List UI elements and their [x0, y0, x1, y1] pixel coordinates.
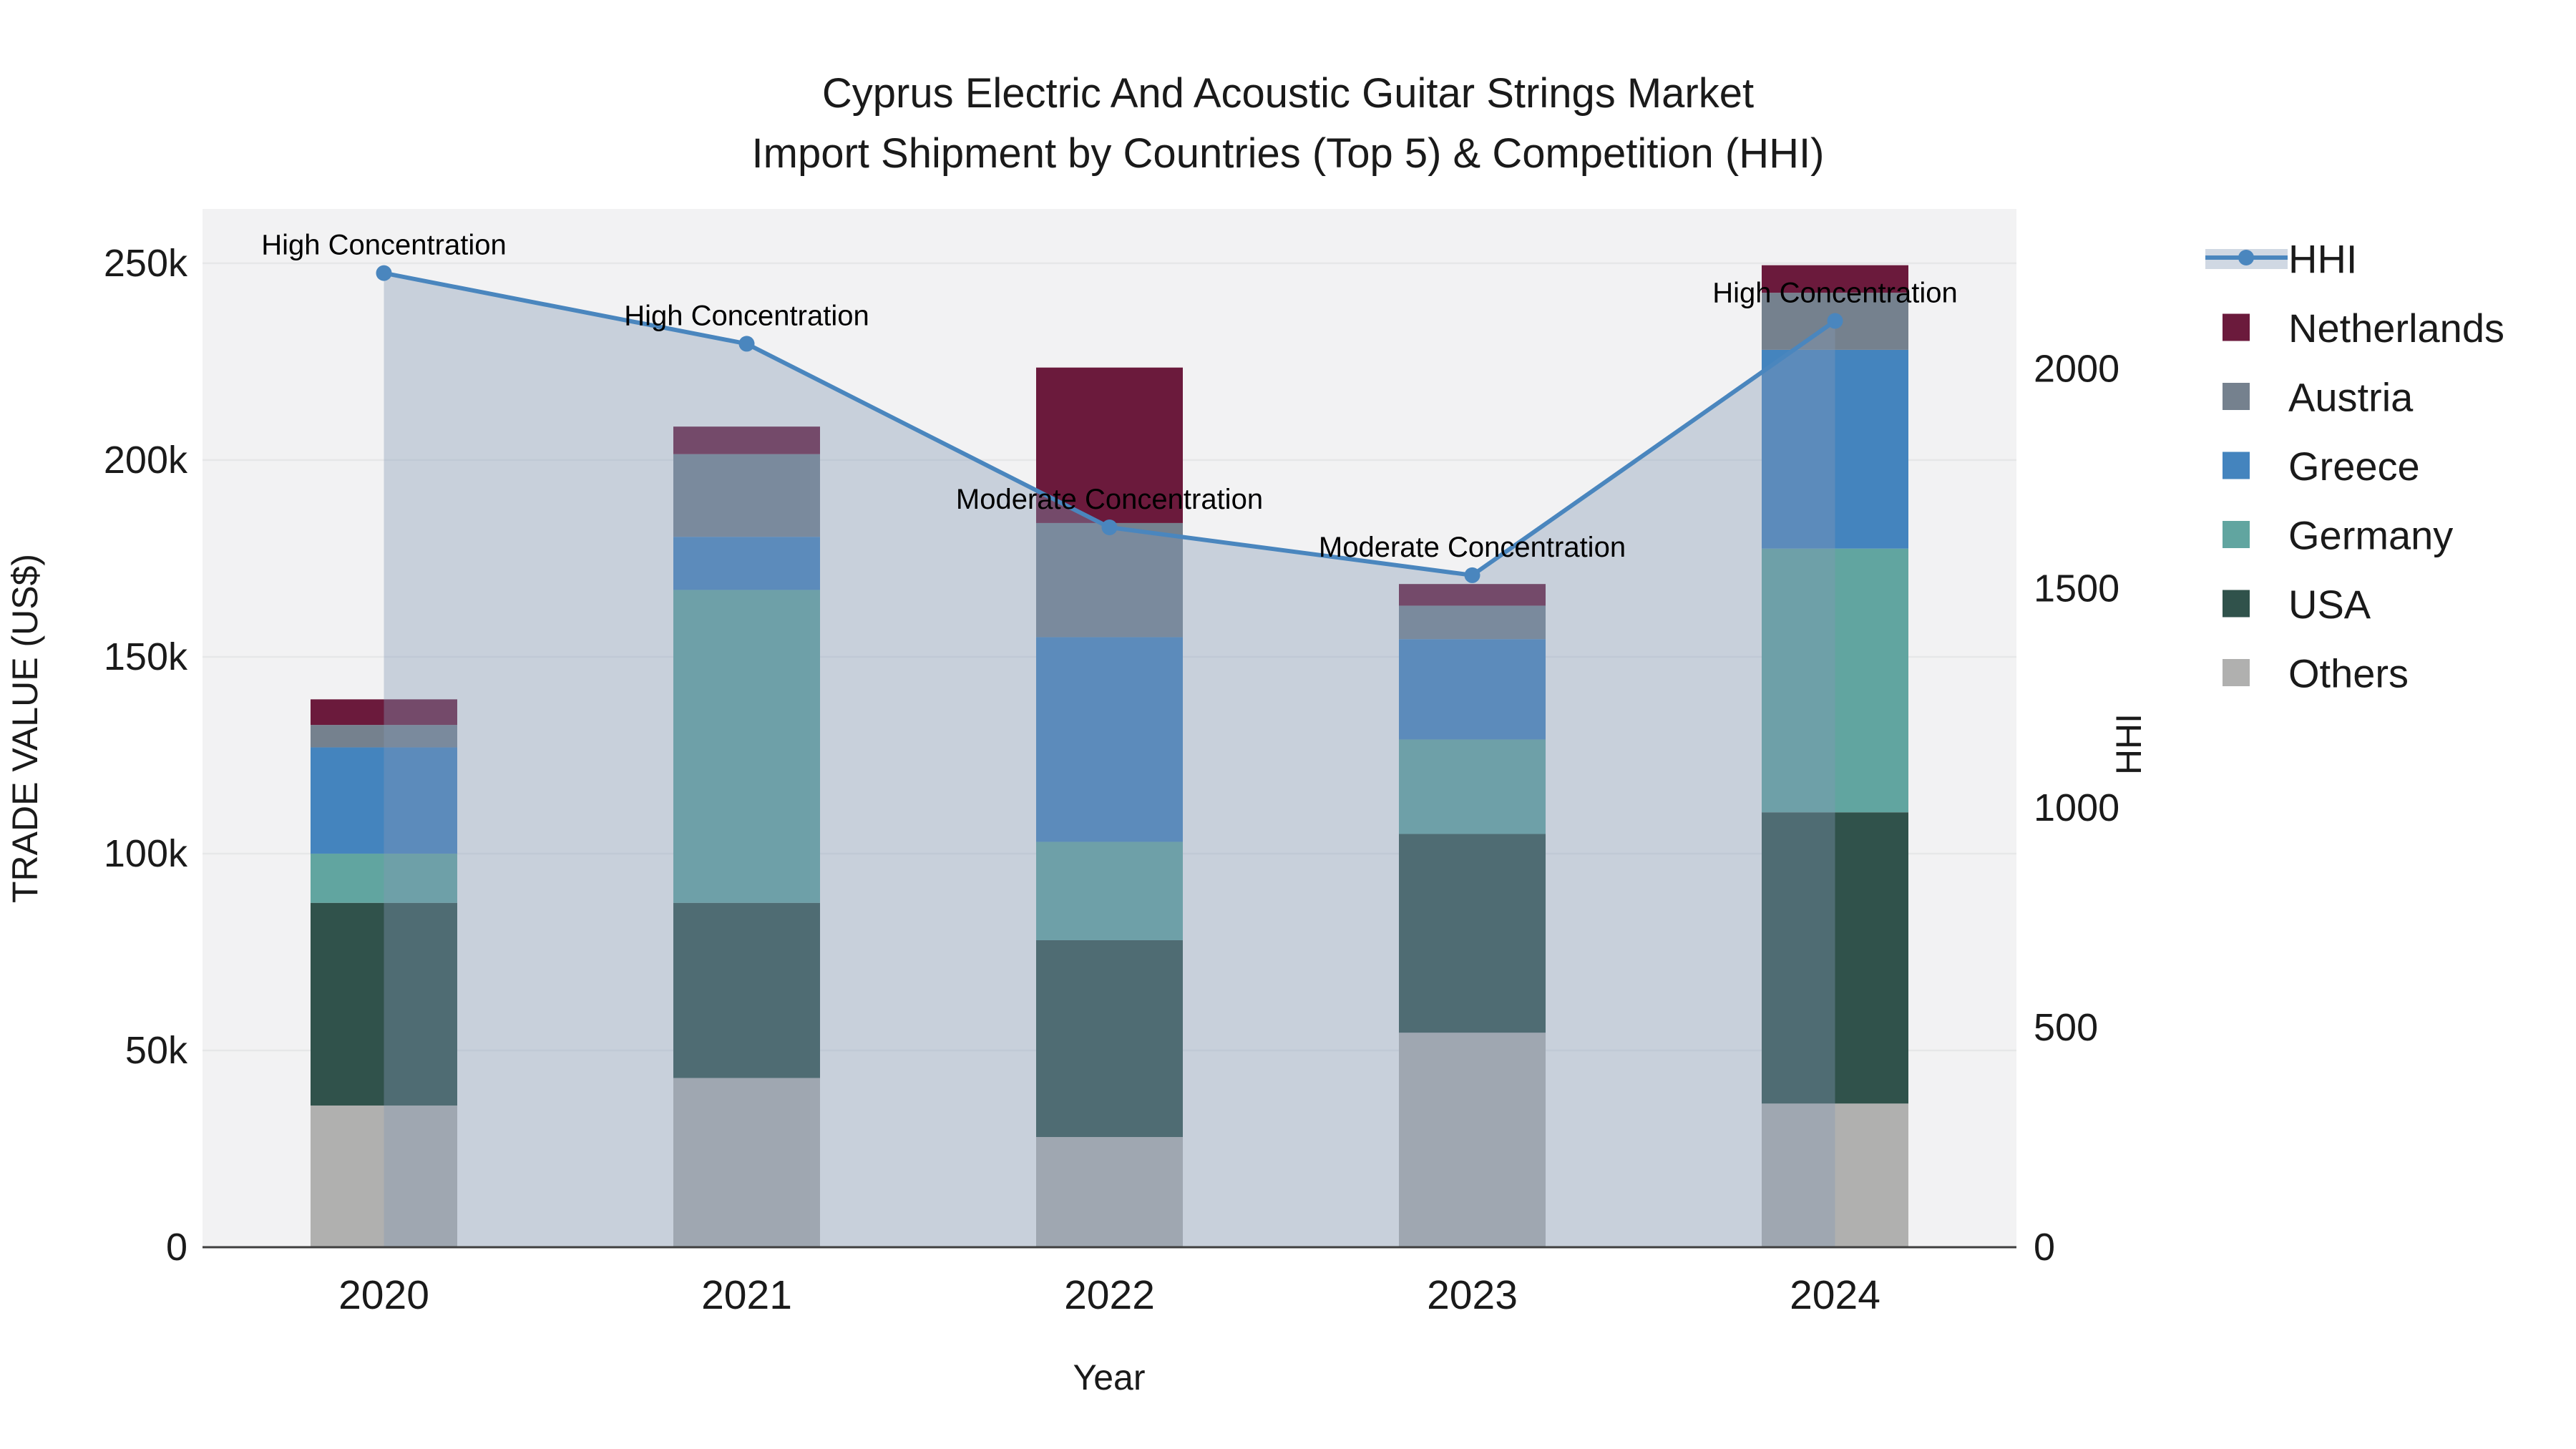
hhi-point-2024[interactable] [1827, 313, 1843, 329]
legend-swatch-germany [2223, 521, 2250, 548]
bar-segment-germany-2024[interactable] [1762, 548, 1908, 813]
legend-swatch-netherlands [2223, 313, 2250, 341]
y-right-tick-2000: 2000 [2034, 347, 2119, 390]
annotation-2020: High Concentration [261, 230, 506, 261]
legend-label-germany: Germany [2288, 513, 2453, 558]
bar-segment-germany-2022[interactable] [1036, 841, 1183, 940]
x-tick-2024: 2024 [1790, 1272, 1880, 1318]
hhi-line-layer [376, 265, 1843, 583]
chart-title-line1: Cyprus Electric And Acoustic Guitar Stri… [822, 70, 1754, 117]
legend-item-others[interactable]: Others [2223, 651, 2409, 696]
bar-segment-greece-2020[interactable] [311, 747, 457, 854]
legend-swatch-greece [2223, 452, 2250, 479]
legend-label-others: Others [2288, 651, 2409, 696]
y-axis-right-title: HHI [2109, 713, 2149, 775]
x-tick-2023: 2023 [1427, 1272, 1518, 1318]
y-right-tick-1500: 1500 [2034, 567, 2119, 610]
legend-item-germany[interactable]: Germany [2223, 513, 2453, 558]
bar-segment-usa-2024[interactable] [1762, 812, 1908, 1104]
hhi-area-fill [384, 273, 1835, 1247]
hhi-point-2023[interactable] [1464, 567, 1480, 583]
annotation-2021: High Concentration [624, 300, 869, 331]
x-tick-2020: 2020 [338, 1272, 429, 1318]
hhi-area-layer [384, 273, 1835, 1247]
bar-segment-others-2021[interactable] [673, 1078, 820, 1247]
bar-segment-netherlands-2024[interactable] [1762, 265, 1908, 293]
legend-swatch-austria [2223, 383, 2250, 410]
bars-layer [311, 265, 1908, 1247]
legend-item-greece[interactable]: Greece [2223, 444, 2420, 489]
y-left-tick-100k: 100k [104, 832, 188, 875]
bar-segment-usa-2021[interactable] [673, 902, 820, 1078]
x-tick-2022: 2022 [1064, 1272, 1155, 1318]
y-left-tick-0: 0 [166, 1226, 187, 1269]
chart-title-line2: Import Shipment by Countries (Top 5) & C… [752, 130, 1825, 177]
bar-segment-usa-2020[interactable] [311, 902, 457, 1106]
legend-label-hhi: HHI [2288, 237, 2357, 282]
bar-segment-others-2022[interactable] [1036, 1136, 1183, 1247]
y-left-tick-150k: 150k [104, 635, 188, 678]
legend-item-netherlands[interactable]: Netherlands [2223, 306, 2504, 351]
bar-segment-others-2024[interactable] [1762, 1103, 1908, 1247]
legend-label-usa: USA [2288, 582, 2371, 627]
bar-segment-netherlands-2020[interactable] [311, 699, 457, 726]
legend-hhi-marker-icon [2238, 250, 2254, 265]
legend-label-greece: Greece [2288, 444, 2420, 489]
x-tick-2021: 2021 [701, 1272, 792, 1318]
y-left-tick-250k: 250k [104, 242, 188, 285]
annotations-layer: High Concentration High Concentration Mode… [261, 230, 1957, 563]
y-right-tick-500: 500 [2034, 1006, 2098, 1049]
bar-segment-germany-2023[interactable] [1399, 739, 1546, 834]
bar-segment-germany-2020[interactable] [311, 853, 457, 903]
y-axis-right-tick-labels: 0 500 1000 1500 2000 [2034, 347, 2119, 1269]
hhi-point-2021[interactable] [738, 336, 755, 352]
hhi-point-2022[interactable] [1101, 519, 1118, 535]
bar-segment-others-2020[interactable] [311, 1105, 457, 1247]
legend-label-austria: Austria [2288, 375, 2414, 420]
legend-item-hhi[interactable]: HHI [2205, 237, 2357, 282]
legend: HHI Netherlands Austria Greece Germany USA Oth… [2205, 237, 2504, 696]
x-axis-title: Year [1073, 1357, 1145, 1397]
bar-segment-germany-2021[interactable] [673, 590, 820, 903]
legend-swatch-others [2223, 659, 2250, 686]
x-axis-tick-labels: 2020 2021 2022 2023 2024 [338, 1272, 1880, 1318]
bar-segment-greece-2024[interactable] [1762, 349, 1908, 549]
bar-segment-usa-2023[interactable] [1399, 834, 1546, 1033]
annotation-2022: Moderate Concentration [956, 484, 1263, 515]
hhi-point-2020[interactable] [376, 265, 392, 281]
bar-segment-greece-2021[interactable] [673, 537, 820, 590]
bar-segment-usa-2022[interactable] [1036, 940, 1183, 1137]
legend-label-netherlands: Netherlands [2288, 306, 2504, 351]
y-left-tick-200k: 200k [104, 439, 188, 482]
bar-segment-greece-2022[interactable] [1036, 637, 1183, 842]
y-axis-left-tick-labels: 0 50k 100k 150k 200k 250k [104, 242, 188, 1269]
bar-segment-netherlands-2023[interactable] [1399, 584, 1546, 606]
bar-segment-austria-2021[interactable] [673, 454, 820, 537]
bar-segment-austria-2020[interactable] [311, 725, 457, 748]
y-axis-left-title: TRADE VALUE (US$) [5, 554, 45, 903]
y-right-tick-1000: 1000 [2034, 786, 2119, 829]
legend-item-austria[interactable]: Austria [2223, 375, 2414, 420]
bar-segment-others-2023[interactable] [1399, 1033, 1546, 1247]
bar-segment-greece-2023[interactable] [1399, 639, 1546, 740]
legend-item-usa[interactable]: USA [2223, 582, 2371, 627]
annotation-2024: High Concentration [1712, 278, 1957, 309]
y-left-tick-50k: 50k [125, 1029, 188, 1072]
bar-segment-netherlands-2021[interactable] [673, 426, 820, 454]
bar-segment-austria-2023[interactable] [1399, 605, 1546, 640]
bar-segment-netherlands-2022[interactable] [1036, 367, 1183, 523]
legend-swatch-usa [2223, 590, 2250, 618]
bar-segment-austria-2022[interactable] [1036, 522, 1183, 638]
annotation-2023: Moderate Concentration [1319, 532, 1626, 563]
y-right-tick-0: 0 [2034, 1226, 2055, 1269]
